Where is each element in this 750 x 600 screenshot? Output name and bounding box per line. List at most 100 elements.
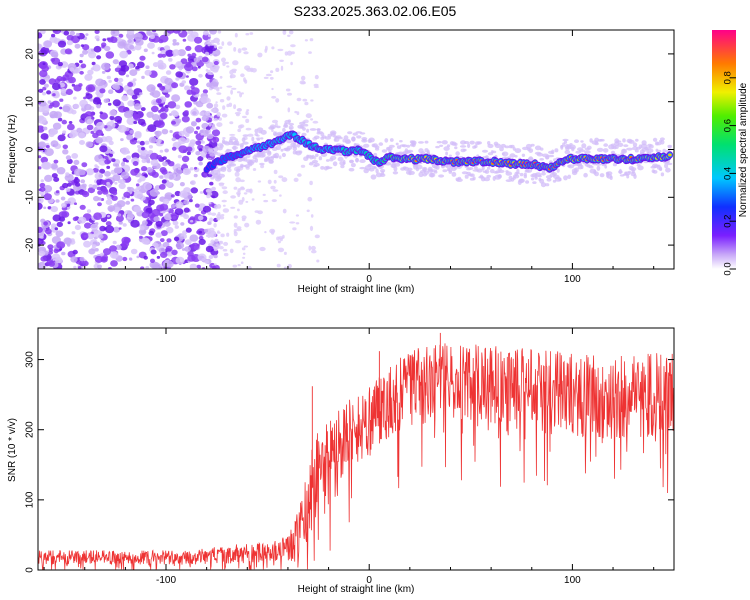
noise-blob bbox=[126, 134, 134, 141]
noise-blob bbox=[140, 266, 145, 269]
noise-blob bbox=[97, 202, 102, 207]
noise-blob bbox=[67, 201, 72, 204]
noise-blob bbox=[204, 129, 210, 135]
ridge-halo bbox=[539, 158, 544, 161]
noise-blob bbox=[43, 221, 48, 226]
ridge-halo bbox=[652, 137, 658, 142]
noise-blob bbox=[275, 98, 280, 103]
noise-blob bbox=[103, 98, 110, 104]
noise-blob bbox=[104, 45, 111, 52]
noise-blob bbox=[292, 227, 297, 231]
noise-blob bbox=[216, 92, 222, 95]
noise-blob bbox=[171, 94, 181, 102]
ridge-halo bbox=[545, 183, 550, 187]
ridge-halo bbox=[286, 145, 293, 150]
ridge-halo bbox=[214, 146, 219, 152]
ridge-halo bbox=[519, 178, 524, 183]
noise-blob bbox=[269, 228, 276, 234]
noise-blob bbox=[109, 115, 115, 121]
noise-blob bbox=[46, 90, 52, 95]
noise-blob bbox=[53, 159, 59, 164]
noise-blob bbox=[100, 252, 105, 256]
ridge-halo bbox=[594, 171, 599, 177]
noise-blob bbox=[213, 223, 217, 228]
noise-blob bbox=[116, 200, 126, 208]
ridge-halo bbox=[516, 168, 520, 174]
noise-blob bbox=[69, 30, 76, 36]
noise-blob bbox=[195, 140, 202, 146]
noise-blob bbox=[144, 140, 150, 145]
noise-blob bbox=[300, 164, 306, 168]
ridge-halo bbox=[312, 159, 318, 164]
noise-blob bbox=[159, 34, 169, 43]
noise-blob bbox=[213, 103, 219, 108]
noise-blob bbox=[290, 61, 293, 66]
ridge-halo bbox=[433, 170, 438, 174]
noise-blob bbox=[123, 191, 131, 198]
noise-blob bbox=[196, 264, 201, 269]
ridge-halo bbox=[288, 122, 295, 126]
noise-blob bbox=[197, 66, 201, 69]
noise-blob bbox=[118, 69, 126, 76]
noise-blob bbox=[281, 177, 288, 183]
noise-blob bbox=[156, 265, 162, 269]
ridge-halo bbox=[281, 152, 286, 158]
noise-blob bbox=[175, 42, 180, 46]
noise-blob bbox=[39, 182, 46, 188]
noise-blob bbox=[199, 191, 204, 194]
ridge-halo bbox=[392, 171, 399, 175]
noise-blob bbox=[197, 253, 207, 262]
noise-blob bbox=[215, 243, 221, 247]
snr-marks bbox=[38, 332, 674, 570]
ridge-halo bbox=[401, 144, 408, 148]
ridge-halo bbox=[464, 174, 469, 179]
noise-blob bbox=[210, 187, 216, 191]
ridge-halo bbox=[487, 143, 494, 149]
noise-blob bbox=[242, 115, 247, 119]
ridge-halo bbox=[287, 119, 291, 123]
noise-blob bbox=[93, 195, 100, 202]
noise-blob bbox=[267, 179, 272, 185]
noise-blob bbox=[309, 180, 313, 186]
noise-blob bbox=[174, 225, 179, 229]
noise-blob bbox=[304, 39, 308, 42]
ridge-halo bbox=[604, 165, 608, 169]
ridge-halo bbox=[656, 141, 662, 146]
noise-blob bbox=[104, 159, 111, 165]
noise-blob bbox=[313, 85, 320, 89]
noise-blob bbox=[303, 119, 309, 124]
noise-blob bbox=[249, 188, 253, 194]
ridge-halo bbox=[519, 172, 524, 177]
noise-blob bbox=[297, 173, 302, 177]
noise-blob bbox=[80, 63, 87, 69]
noise-blob bbox=[105, 51, 115, 59]
ridge-halo bbox=[309, 128, 317, 131]
noise-blob bbox=[208, 255, 214, 259]
ridge-halo bbox=[469, 173, 475, 177]
noise-blob bbox=[65, 172, 70, 176]
noise-blob bbox=[38, 58, 41, 62]
noise-blob bbox=[94, 172, 103, 180]
ridge-halo bbox=[525, 168, 533, 173]
noise-blob bbox=[175, 77, 180, 81]
noise-blob bbox=[101, 189, 109, 195]
noise-blob bbox=[125, 74, 130, 78]
noise-blob bbox=[44, 78, 49, 82]
noise-blob bbox=[157, 59, 164, 66]
noise-blob bbox=[311, 249, 317, 254]
ridge-halo bbox=[274, 152, 280, 158]
noise-blob bbox=[254, 210, 260, 213]
noise-blob bbox=[68, 121, 73, 124]
ridge-halo bbox=[271, 126, 275, 129]
ridge-halo bbox=[239, 143, 244, 148]
noise-blob bbox=[193, 173, 198, 178]
noise-blob bbox=[63, 237, 72, 245]
noise-blob bbox=[234, 111, 241, 115]
noise-blob bbox=[172, 39, 177, 43]
noise-blob bbox=[80, 179, 86, 184]
noise-blob bbox=[216, 112, 221, 117]
ridge-halo bbox=[599, 173, 605, 178]
noise-blob bbox=[99, 88, 106, 94]
noise-blob bbox=[160, 251, 168, 258]
noise-blob bbox=[156, 255, 161, 259]
